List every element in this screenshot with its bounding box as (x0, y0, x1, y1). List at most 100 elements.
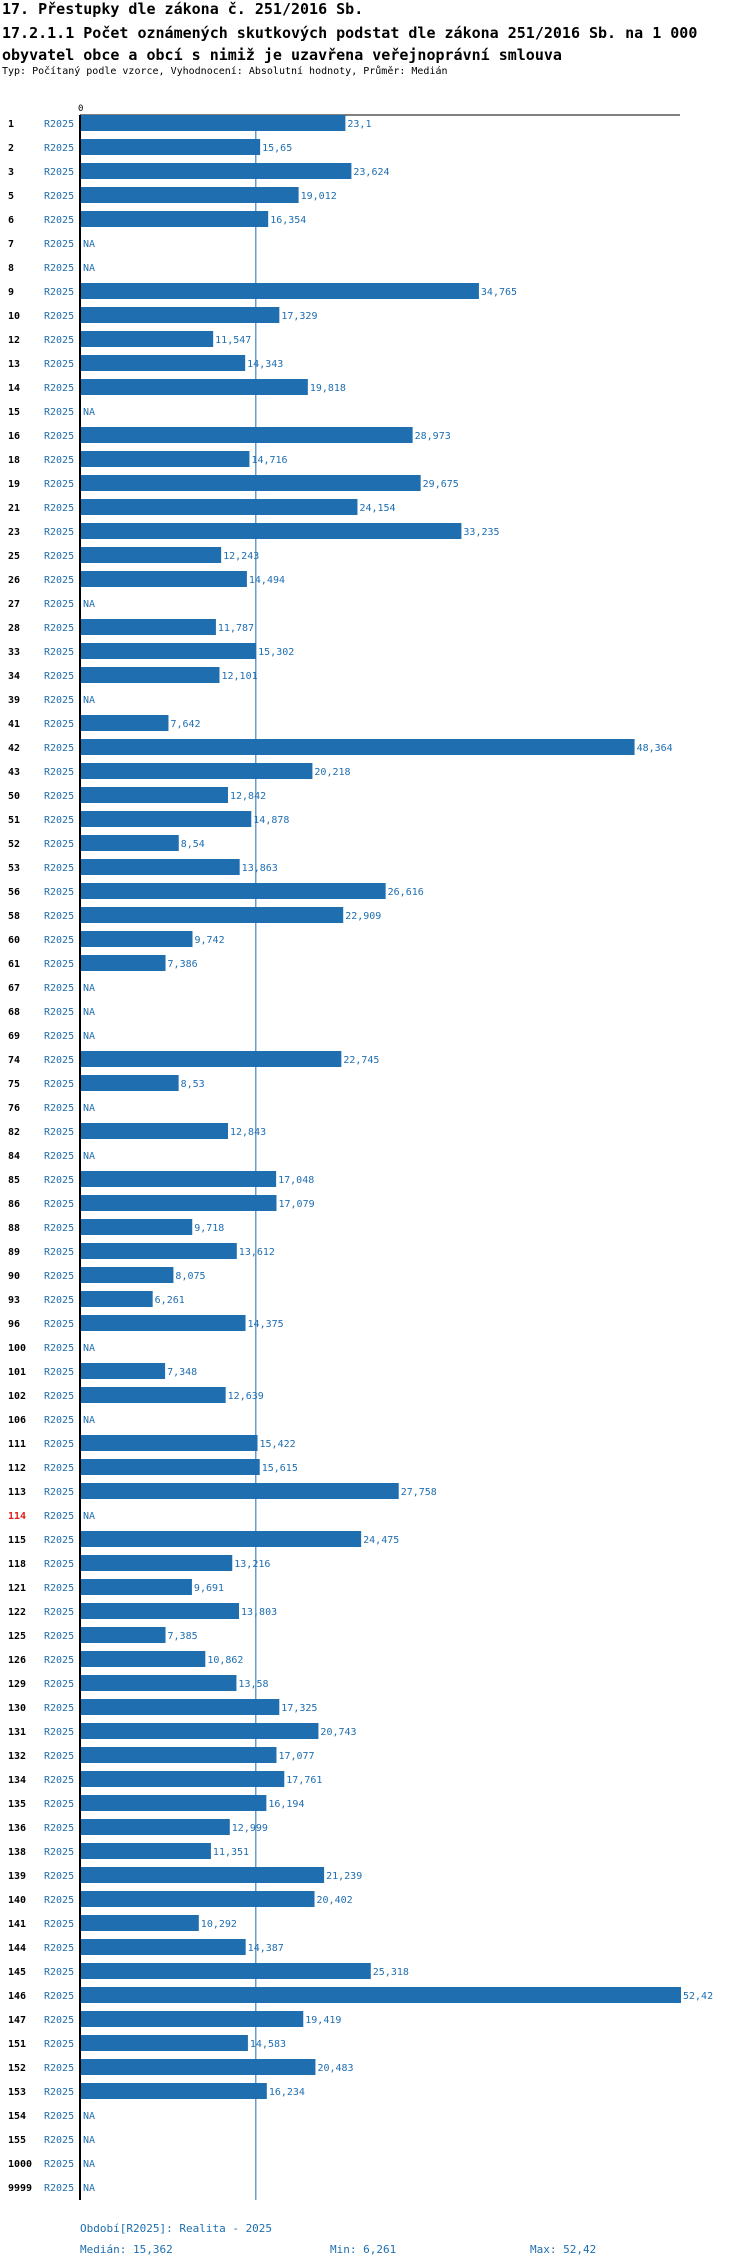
series-label: R2025 (44, 1007, 74, 1018)
category-label: 138 (8, 1847, 26, 1858)
value-label: 11,351 (213, 1847, 249, 1858)
bar (81, 499, 358, 515)
category-label: 82 (8, 1127, 20, 1138)
series-label: R2025 (44, 1703, 74, 1714)
series-label: R2025 (44, 1799, 74, 1810)
series-label: R2025 (44, 551, 74, 562)
bar (81, 1459, 260, 1475)
value-label: 13,58 (238, 1679, 268, 1690)
value-label: 10,862 (207, 1655, 243, 1666)
value-label: 28,973 (415, 431, 451, 442)
series-label: R2025 (44, 383, 74, 394)
bar (81, 427, 413, 443)
bar (81, 883, 386, 899)
category-label: 131 (8, 1727, 26, 1738)
value-label: 16,354 (270, 215, 306, 226)
bar (81, 1171, 277, 1187)
category-label: 144 (8, 1943, 26, 1954)
bar (81, 1651, 206, 1667)
value-label: 17,325 (281, 1703, 317, 1714)
category-label: 43 (8, 767, 20, 778)
bar (81, 787, 228, 803)
bar (81, 1867, 325, 1883)
category-label: 140 (8, 1895, 26, 1906)
value-label: 23,624 (353, 167, 389, 178)
series-label: R2025 (44, 623, 74, 634)
category-label: 9999 (8, 2183, 32, 2194)
category-label: 6 (8, 215, 14, 226)
category-label: 8 (8, 263, 14, 274)
category-label: 135 (8, 1799, 26, 1810)
bar (81, 547, 222, 563)
na-label: NA (83, 1343, 95, 1354)
category-label: 52 (8, 839, 20, 850)
value-label: 9,742 (195, 935, 225, 946)
category-label: 121 (8, 1583, 26, 1594)
series-label: R2025 (44, 863, 74, 874)
category-label: 56 (8, 887, 20, 898)
value-label: 17,079 (278, 1199, 314, 1210)
value-label: 19,818 (310, 383, 346, 394)
footer-median: Medián: 15,362 (80, 2243, 173, 2256)
bar (81, 2011, 304, 2027)
bar (81, 1771, 285, 1787)
value-label: 7,385 (168, 1631, 198, 1642)
bar (81, 187, 299, 203)
bar (81, 1363, 166, 1379)
series-label: R2025 (44, 431, 74, 442)
bar (81, 1627, 166, 1643)
series-label: R2025 (44, 2087, 74, 2098)
category-label: 75 (8, 1079, 20, 1090)
na-label: NA (83, 2183, 95, 2194)
footer-max: Max: 52,42 (530, 2243, 597, 2256)
value-label: 6,261 (155, 1295, 185, 1306)
series-label: R2025 (44, 407, 74, 418)
value-label: 19,419 (305, 2015, 341, 2026)
category-label: 13 (8, 359, 20, 370)
category-label: 130 (8, 1703, 26, 1714)
category-label: 100 (8, 1343, 26, 1354)
bar (81, 1603, 239, 1619)
value-label: 12,639 (228, 1391, 264, 1402)
footer-min: Min: 6,261 (330, 2243, 397, 2256)
bar (81, 1555, 233, 1571)
category-label: 15 (8, 407, 20, 418)
value-label: 10,292 (201, 1919, 237, 1930)
category-label: 126 (8, 1655, 26, 1666)
category-label: 152 (8, 2063, 26, 2074)
series-label: R2025 (44, 143, 74, 154)
category-label: 145 (8, 1967, 26, 1978)
series-label: R2025 (44, 1847, 74, 1858)
bar (81, 859, 240, 875)
bar (81, 1699, 280, 1715)
series-label: R2025 (44, 1943, 74, 1954)
bar-chart: 0 1 R2025 23,1 2 R2025 15,65 3 R2025 23,624 5 R2025… (8, 104, 713, 2200)
na-label: NA (83, 1031, 95, 1042)
na-label: NA (83, 1151, 95, 1162)
series-label: R2025 (44, 191, 74, 202)
value-label: 52,42 (683, 1991, 713, 2002)
value-label: 13,612 (239, 1247, 275, 1258)
bar (81, 1291, 153, 1307)
series-label: R2025 (44, 1055, 74, 1066)
bar (81, 139, 261, 155)
series-label: R2025 (44, 1991, 74, 2002)
category-label: 18 (8, 455, 20, 466)
value-label: 14,716 (251, 455, 287, 466)
category-label: 89 (8, 1247, 20, 1258)
bar (81, 283, 479, 299)
bar (81, 1123, 229, 1139)
category-label: 115 (8, 1535, 26, 1546)
category-label: 1000 (8, 2159, 32, 2170)
bar (81, 1795, 267, 1811)
value-label: 14,494 (249, 575, 285, 586)
series-label: R2025 (44, 1751, 74, 1762)
series-label: R2025 (44, 2063, 74, 2074)
bar (81, 619, 216, 635)
bar (81, 1579, 192, 1595)
bar (81, 1843, 211, 1859)
series-label: R2025 (44, 479, 74, 490)
category-label: 84 (8, 1151, 20, 1162)
bar (81, 331, 214, 347)
series-label: R2025 (44, 767, 74, 778)
